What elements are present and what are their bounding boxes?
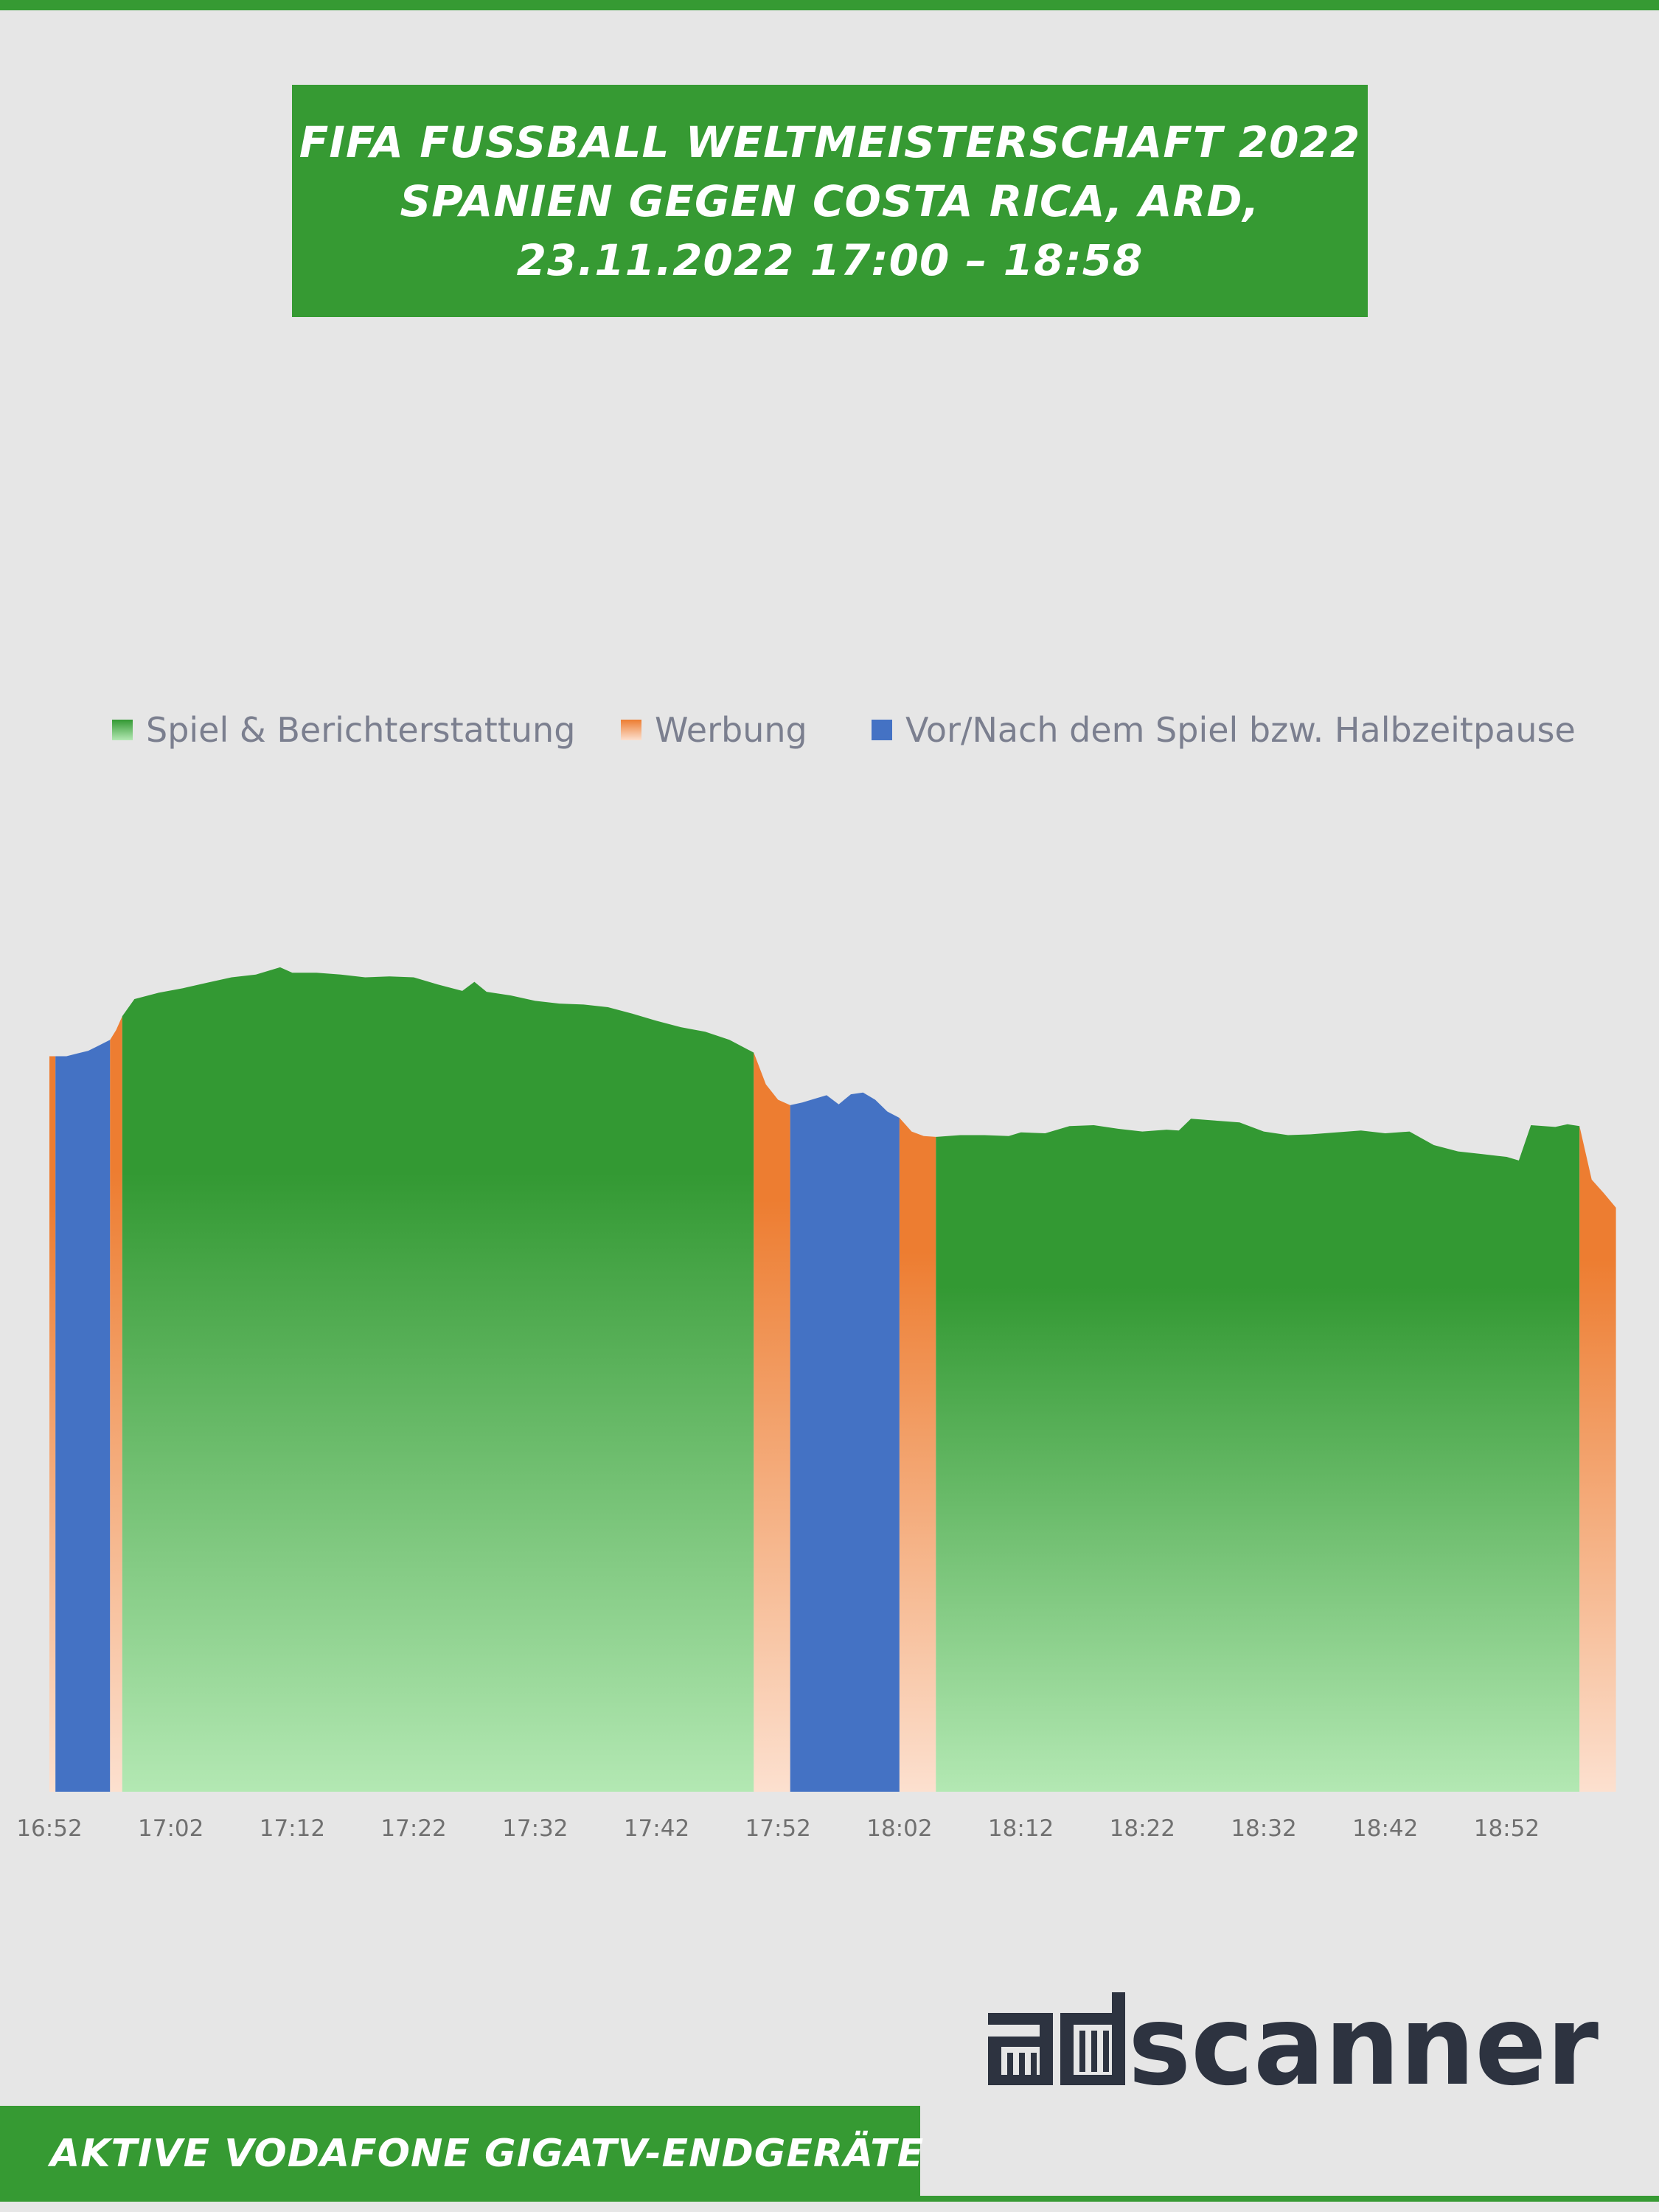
area-segment-game bbox=[936, 1119, 1580, 1792]
legend-swatch-game bbox=[112, 720, 133, 740]
legend-item-prepost: Vor/Nach dem Spiel bzw. Halbzeitpause bbox=[872, 708, 1576, 752]
x-tick-label: 16:52 bbox=[16, 1815, 82, 1842]
x-tick-label: 18:32 bbox=[1231, 1815, 1296, 1842]
footer-accent-line bbox=[920, 2196, 1659, 2202]
title-line-2: SPANIEN GEGEN COSTA RICA, ARD, bbox=[400, 175, 1260, 226]
x-tick-label: 18:42 bbox=[1352, 1815, 1418, 1842]
legend-item-game: Spiel & Berichterstattung bbox=[112, 708, 575, 752]
area-segment-ads bbox=[1579, 1126, 1616, 1792]
area-segment-ads bbox=[754, 1052, 790, 1792]
legend-label-ads: Werbung bbox=[655, 710, 807, 750]
footer-banner: AKTIVE VODAFONE GIGATV-ENDGERÄTE bbox=[0, 2106, 923, 2202]
x-axis-ticks: 16:52 17:02 17:12 17:22 17:32 17:42 17:52 18:02… bbox=[16, 1815, 1540, 1842]
legend-swatch-ads bbox=[621, 720, 641, 740]
area-segment-ads bbox=[899, 1118, 936, 1792]
legend-swatch-prepost bbox=[872, 720, 892, 740]
chart-legend: Spiel & Berichterstattung Werbung Vor/Na… bbox=[0, 708, 1659, 752]
logo-ad-mark bbox=[988, 1992, 1125, 2085]
legend-label-prepost: Vor/Nach dem Spiel bzw. Halbzeitpause bbox=[905, 710, 1576, 750]
x-tick-label: 18:12 bbox=[988, 1815, 1054, 1842]
title-line-1: FIFA FUSSBALL WELTMEISTERSCHAFT 2022 bbox=[299, 116, 1361, 167]
footer-text: AKTIVE VODAFONE GIGATV-ENDGERÄTE bbox=[50, 2132, 925, 2176]
x-tick-label: 17:42 bbox=[624, 1815, 689, 1842]
chart-areas bbox=[49, 967, 1616, 1792]
viewer-area-chart: 16:52 17:02 17:12 17:22 17:32 17:42 17:52 18:02… bbox=[16, 967, 1616, 1842]
title-line-3: 23.11.2022 17:00 – 18:58 bbox=[516, 234, 1144, 285]
legend-item-ads: Werbung bbox=[621, 708, 807, 752]
x-tick-label: 17:12 bbox=[260, 1815, 325, 1842]
x-tick-label: 18:02 bbox=[866, 1815, 932, 1842]
x-tick-label: 18:22 bbox=[1110, 1815, 1175, 1842]
x-tick-label: 17:32 bbox=[502, 1815, 568, 1842]
area-segment-ads bbox=[110, 1016, 122, 1792]
adscanner-logo: scanner bbox=[988, 1991, 1599, 2087]
area-segment-prepost bbox=[790, 1092, 900, 1792]
x-tick-label: 17:52 bbox=[745, 1815, 811, 1842]
area-segment-ads bbox=[49, 1056, 56, 1792]
x-tick-label: 17:22 bbox=[380, 1815, 446, 1842]
area-segment-game bbox=[122, 967, 754, 1792]
x-tick-label: 18:52 bbox=[1474, 1815, 1540, 1842]
logo-wordmark: scanner bbox=[1128, 1991, 1599, 2087]
top-accent-bar bbox=[0, 0, 1659, 10]
title-banner: FIFA FUSSBALL WELTMEISTERSCHAFT 2022 SPA… bbox=[292, 85, 1368, 317]
legend-label-game: Spiel & Berichterstattung bbox=[146, 710, 576, 750]
area-segment-prepost bbox=[55, 1040, 111, 1792]
x-tick-label: 17:02 bbox=[138, 1815, 204, 1842]
